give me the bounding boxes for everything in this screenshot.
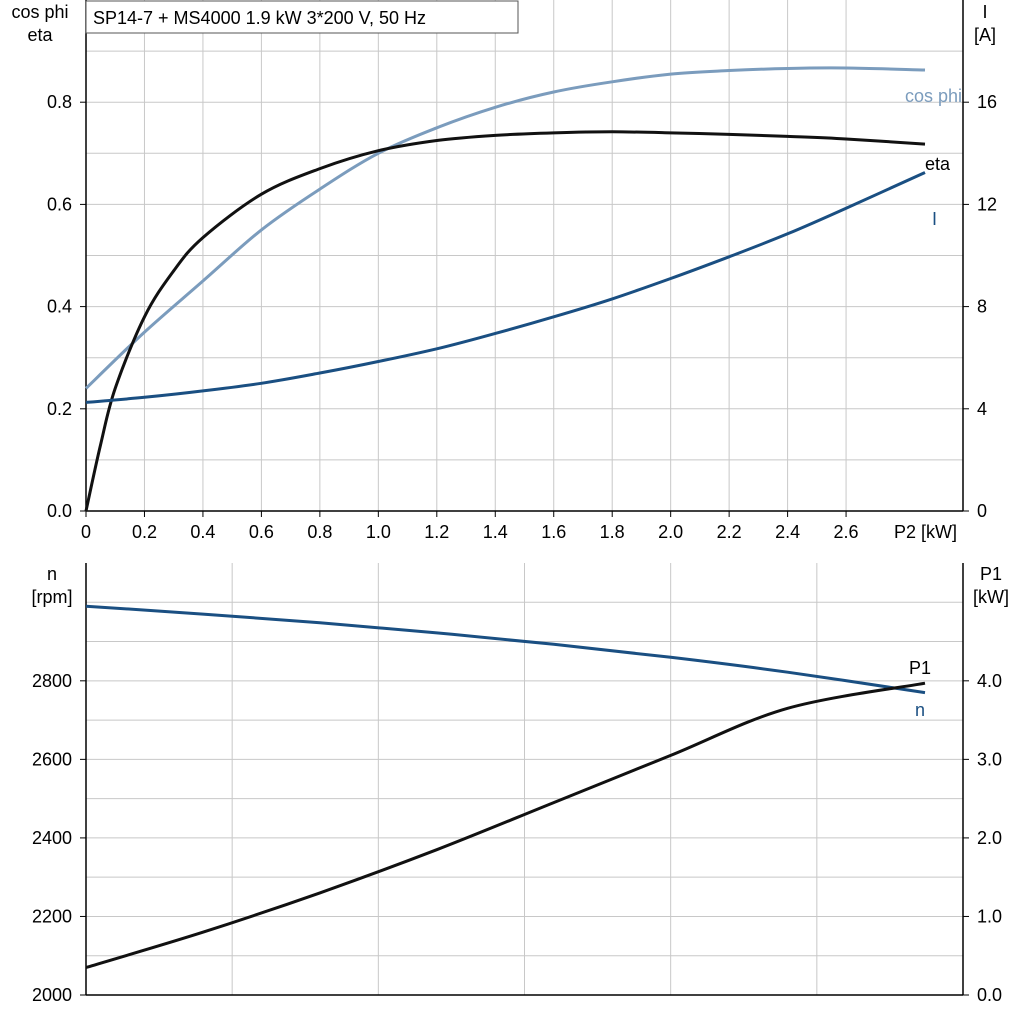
y-left-tick-label: 0.0 [47, 501, 72, 521]
x-tick-label: 1.6 [541, 522, 566, 542]
series-line-n [85, 604, 926, 695]
series-label-p1: P1 [909, 658, 931, 678]
y-left-tick-label: 0.6 [47, 194, 72, 214]
y-right-tick-label: 8 [977, 297, 987, 317]
y-right-axis-label-unit: [A] [974, 25, 996, 45]
y-left-axis-label-eta: eta [27, 25, 53, 45]
chart-title: SP14-7 + MS4000 1.9 kW 3*200 V, 50 Hz [93, 8, 426, 28]
x-tick-label: 2.2 [717, 522, 742, 542]
series-label-cosphi: cos phi [905, 86, 962, 106]
y-left-axis-label-cosphi: cos phi [11, 2, 68, 22]
y-right-tick-label-bottom: 2.0 [977, 828, 1002, 848]
x-tick-label: 2.4 [775, 522, 800, 542]
x-tick-label: 0.2 [132, 522, 157, 542]
y-right-axis-label-kw: [kW] [973, 587, 1009, 607]
y-right-tick-label: 0 [977, 501, 987, 521]
y-left-tick-label-bottom: 2600 [32, 749, 72, 769]
y-right-tick-label-bottom: 4.0 [977, 671, 1002, 691]
y-right-axis-label-p1: P1 [980, 564, 1002, 584]
chart-title-box [85, 0, 519, 34]
y-left-axis-label-n: n [47, 564, 57, 584]
y-right-tick-label-bottom: 3.0 [977, 749, 1002, 769]
y-right-tick-label: 12 [977, 194, 997, 214]
x-tick-label: 0.4 [190, 522, 215, 542]
x-tick-label: 1.2 [424, 522, 449, 542]
series-line-i [85, 171, 926, 404]
series-label-eta: eta [925, 154, 951, 174]
y-right-axis-label-i: I [982, 2, 987, 22]
x-tick-label: 0 [81, 522, 91, 542]
x-tick-label: 1.0 [366, 522, 391, 542]
y-left-tick-label: 0.2 [47, 399, 72, 419]
series-line-p1 [85, 681, 926, 969]
x-tick-label: 2.6 [834, 522, 859, 542]
x-tick-label: 1.4 [483, 522, 508, 542]
x-tick-label: 0.8 [307, 522, 332, 542]
y-left-axis-label-rpm: [rpm] [31, 587, 72, 607]
y-left-tick-label-bottom: 2800 [32, 671, 72, 691]
y-left-tick-label-bottom: 2400 [32, 828, 72, 848]
y-left-tick-label: 0.8 [47, 92, 72, 112]
y-right-tick-label: 4 [977, 399, 987, 419]
y-right-tick-label-bottom: 0.0 [977, 985, 1002, 1005]
x-tick-label: 1.8 [600, 522, 625, 542]
series-line-eta [84, 130, 926, 512]
y-left-tick-label-bottom: 2200 [32, 906, 72, 926]
series-label-i: I [932, 209, 937, 229]
y-left-tick-label: 0.4 [47, 297, 72, 317]
y-right-tick-label-bottom: 1.0 [977, 906, 1002, 926]
y-left-tick-label-bottom: 2000 [32, 985, 72, 1005]
x-axis-label: P2 [kW] [894, 522, 957, 542]
series-line-cosphi [84, 66, 926, 390]
x-tick-label: 0.6 [249, 522, 274, 542]
y-right-tick-label: 16 [977, 92, 997, 112]
x-tick-label: 2.0 [658, 522, 683, 542]
series-label-n: n [915, 700, 925, 720]
